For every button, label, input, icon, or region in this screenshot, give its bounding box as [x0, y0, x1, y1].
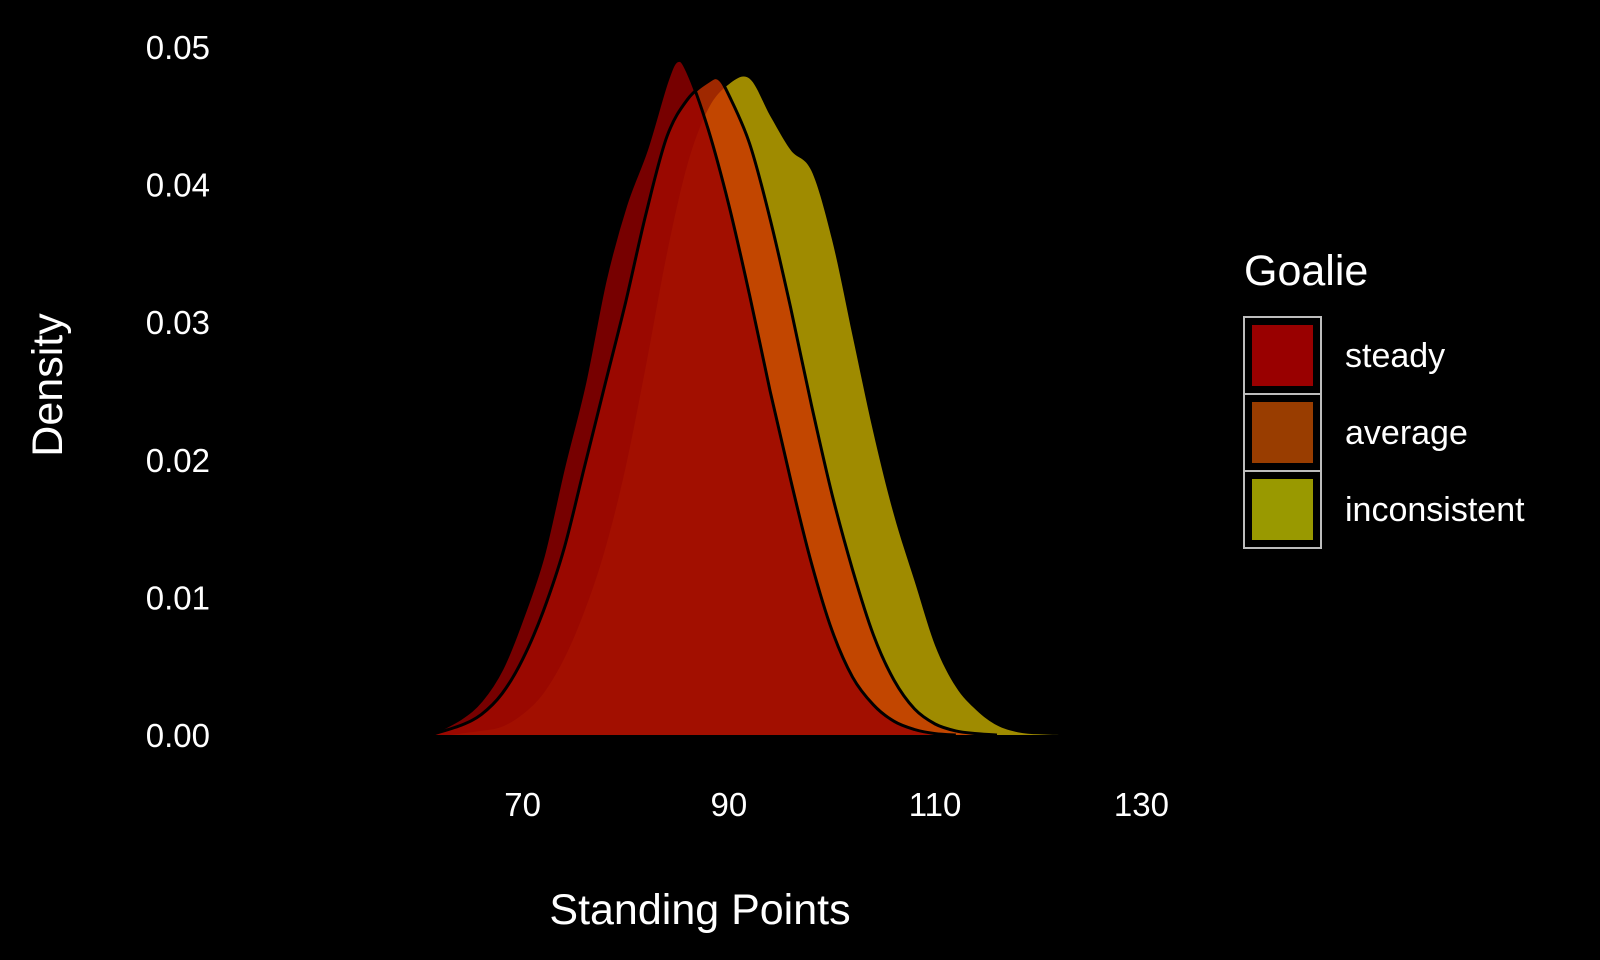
- y-tick-label: 0.01: [146, 579, 210, 616]
- legend-label-inconsistent: inconsistent: [1345, 491, 1525, 529]
- legend-key-frame-inconsistent: [1243, 470, 1322, 549]
- legend-swatch-inconsistent: [1250, 477, 1315, 542]
- legend: Goalie steady average inconsistent: [1243, 247, 1525, 549]
- y-tick-label: 0.02: [146, 442, 210, 479]
- legend-label-steady: steady: [1345, 337, 1445, 375]
- y-axis-title: Density: [24, 313, 72, 457]
- x-axis-ticks: 70 90 110 130: [504, 786, 1169, 823]
- x-tick-label: 110: [909, 786, 962, 823]
- legend-swatch-steady: [1250, 323, 1315, 388]
- x-tick-label: 70: [504, 786, 541, 823]
- y-tick-label: 0.03: [146, 304, 210, 341]
- y-tick-label: 0.04: [146, 167, 210, 204]
- plot-area: [429, 58, 1059, 737]
- density-area-steady: [429, 60, 956, 735]
- legend-title: Goalie: [1244, 247, 1368, 295]
- legend-swatch-average: [1250, 400, 1315, 465]
- y-tick-label: 0.05: [146, 29, 210, 66]
- y-axis-ticks: 0.00 0.01 0.02 0.03 0.04 0.05: [146, 29, 210, 754]
- density-outline-average: [429, 76, 998, 737]
- x-axis-title: Standing Points: [549, 886, 850, 934]
- x-tick-label: 90: [711, 786, 748, 823]
- legend-label-average: average: [1345, 414, 1468, 452]
- x-tick-label: 130: [1114, 786, 1169, 823]
- density-outline-steady: [429, 58, 956, 737]
- y-tick-label: 0.00: [146, 717, 210, 754]
